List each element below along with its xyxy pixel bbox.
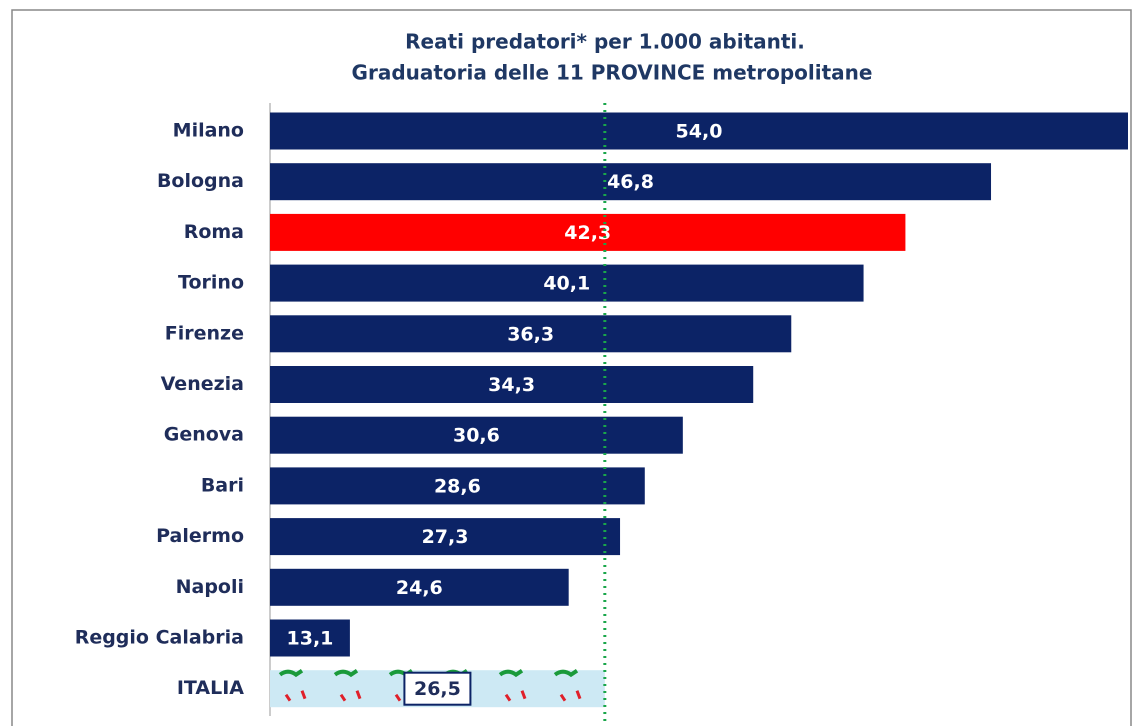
- y-tick-label: Firenze: [165, 322, 244, 344]
- flag-decoration: [559, 690, 582, 702]
- y-tick-label: Reggio Calabria: [75, 627, 244, 649]
- bar: [270, 264, 864, 302]
- flag-decoration: [504, 690, 527, 702]
- y-tick-label: ITALIA: [177, 677, 244, 699]
- value-label: 28,6: [434, 475, 481, 497]
- value-label: 40,1: [543, 273, 590, 295]
- value-label: 46,8: [607, 171, 654, 193]
- value-label: 54,0: [676, 121, 723, 143]
- bar: [270, 416, 683, 454]
- bar: [270, 619, 350, 657]
- value-label: 13,1: [287, 628, 334, 650]
- flag-decoration: [284, 690, 307, 702]
- chart-title: Reati predatori* per 1.000 abitanti.: [405, 30, 805, 54]
- y-tick-label: Venezia: [161, 373, 244, 395]
- bar: [270, 366, 754, 403]
- value-label: 24,6: [396, 577, 443, 599]
- bar: [270, 213, 906, 251]
- value-label: 30,6: [453, 425, 500, 447]
- flag-decoration: [339, 690, 362, 702]
- value-label: 26,5: [414, 678, 461, 700]
- y-tick-label: Genova: [164, 424, 244, 446]
- flag-decoration: [333, 669, 359, 678]
- bar: [270, 315, 792, 353]
- value-label: 27,3: [422, 526, 469, 548]
- y-tick-label: Roma: [184, 221, 244, 243]
- frame: [11, 9, 1132, 726]
- y-tick-label: Bari: [201, 474, 244, 496]
- bar: [270, 163, 992, 201]
- value-label: 34,3: [488, 374, 535, 396]
- value-label: 42,3: [564, 222, 611, 244]
- flag-decoration: [553, 669, 579, 678]
- y-tick-label: Torino: [178, 272, 244, 294]
- flag-decoration: [278, 669, 304, 678]
- value-label-box: [403, 671, 472, 706]
- y-tick-label: Napoli: [176, 576, 244, 598]
- y-tick-label: Milano: [173, 120, 244, 142]
- bar: [270, 112, 1128, 150]
- value-label: 36,3: [507, 323, 554, 345]
- flag-decoration: [498, 669, 524, 678]
- bar: [270, 568, 569, 606]
- y-tick-label: Palermo: [156, 525, 244, 547]
- y-tick-label: Bologna: [157, 170, 244, 192]
- bar: [270, 467, 645, 505]
- chart-subtitle: Graduatoria delle 11 PROVINCE metropolit…: [352, 61, 873, 85]
- bar: [270, 518, 621, 556]
